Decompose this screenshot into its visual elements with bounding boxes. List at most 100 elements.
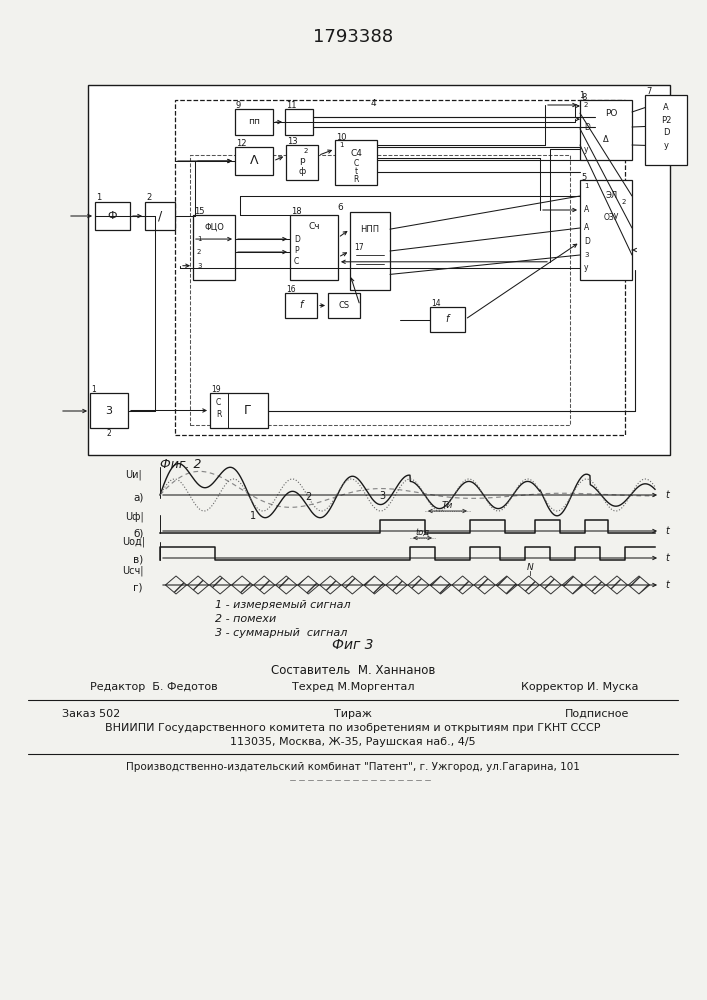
Text: 9: 9 xyxy=(236,102,241,110)
Bar xyxy=(95,202,130,230)
Bar xyxy=(210,393,268,428)
Text: t: t xyxy=(665,580,669,590)
Text: 5: 5 xyxy=(581,172,586,182)
Bar xyxy=(580,180,632,280)
Text: РО: РО xyxy=(605,109,617,118)
Text: t: t xyxy=(665,553,669,563)
Text: 1: 1 xyxy=(250,511,256,521)
Text: R: R xyxy=(216,410,221,419)
Text: P: P xyxy=(294,246,298,255)
Text: t: t xyxy=(665,526,669,536)
Text: в): в) xyxy=(133,555,144,565)
Text: 11: 11 xyxy=(286,102,296,110)
Text: 1: 1 xyxy=(96,194,101,202)
Text: ВНИИПИ Государственного комитета по изобретениям и открытиям при ГКНТ СССР: ВНИИПИ Государственного комитета по изоб… xyxy=(105,723,601,733)
Text: НПП: НПП xyxy=(361,225,380,234)
Text: 7: 7 xyxy=(646,88,651,97)
Text: 3: 3 xyxy=(380,491,386,501)
Text: 2: 2 xyxy=(107,428,112,438)
Bar xyxy=(88,85,670,455)
Text: A: A xyxy=(584,224,589,232)
Text: 2: 2 xyxy=(146,194,151,202)
Bar xyxy=(175,100,625,435)
Text: Сч: Сч xyxy=(308,222,320,231)
Text: P2: P2 xyxy=(661,116,671,125)
Text: N: N xyxy=(527,562,533,572)
Text: 17: 17 xyxy=(354,243,363,252)
Text: 13: 13 xyxy=(287,137,298,146)
Text: 113035, Москва, Ж-35, Раушская наб., 4/5: 113035, Москва, Ж-35, Раушская наб., 4/5 xyxy=(230,737,476,747)
Text: C: C xyxy=(294,257,299,266)
Text: 16: 16 xyxy=(286,286,296,294)
Text: 1: 1 xyxy=(91,385,95,394)
Text: D: D xyxy=(662,128,670,137)
Text: г): г) xyxy=(133,582,143,592)
Text: A: A xyxy=(584,206,589,215)
Text: Подписное: Подписное xyxy=(565,709,629,719)
Text: Тираж: Тираж xyxy=(334,709,372,719)
Text: ОЗУ: ОЗУ xyxy=(604,214,619,223)
Text: а): а) xyxy=(133,492,144,502)
Bar xyxy=(350,212,390,290)
Text: 2 - помехи: 2 - помехи xyxy=(215,614,276,624)
Text: 15: 15 xyxy=(194,208,204,217)
Text: C4: C4 xyxy=(350,149,362,158)
Text: C: C xyxy=(354,159,358,168)
Text: /: / xyxy=(158,210,162,223)
Bar xyxy=(290,215,338,280)
Text: 2: 2 xyxy=(197,249,201,255)
Text: Фиг 3: Фиг 3 xyxy=(332,638,374,652)
Bar xyxy=(90,393,128,428)
Text: ф: ф xyxy=(298,167,305,176)
Text: Г: Г xyxy=(244,404,252,417)
Text: 1: 1 xyxy=(339,142,344,148)
Text: 3: 3 xyxy=(105,406,112,416)
Text: D: D xyxy=(584,122,590,131)
Text: 3: 3 xyxy=(197,263,201,269)
Text: Λ: Λ xyxy=(250,154,258,167)
Text: 2: 2 xyxy=(304,148,308,154)
Text: Техред М.Моргентал: Техред М.Моргентал xyxy=(292,682,414,692)
Text: б): б) xyxy=(133,528,144,538)
Text: y: y xyxy=(584,263,588,272)
Bar xyxy=(190,155,570,425)
Text: 10: 10 xyxy=(336,132,346,141)
Text: 1: 1 xyxy=(197,236,201,242)
Text: Составитель  М. Ханнанов: Составитель М. Ханнанов xyxy=(271,664,436,676)
Text: 2: 2 xyxy=(584,102,588,108)
Text: CS: CS xyxy=(339,301,349,310)
Text: C: C xyxy=(216,398,221,407)
Text: 12: 12 xyxy=(236,139,247,148)
Text: 4: 4 xyxy=(370,99,376,107)
Bar xyxy=(286,145,318,180)
Text: D: D xyxy=(584,237,590,246)
Text: 1793388: 1793388 xyxy=(313,28,393,46)
Bar xyxy=(285,293,317,318)
Text: 1: 1 xyxy=(579,91,585,100)
Bar xyxy=(335,140,377,185)
Bar xyxy=(235,147,273,175)
Bar xyxy=(145,202,175,230)
Text: 2: 2 xyxy=(621,199,626,205)
Bar xyxy=(193,215,235,280)
Bar xyxy=(430,307,465,332)
Bar xyxy=(285,109,313,135)
Text: 19: 19 xyxy=(211,385,221,394)
Text: 14: 14 xyxy=(431,300,440,308)
Text: Uф|: Uф| xyxy=(125,512,144,522)
Text: Δ: Δ xyxy=(603,134,609,143)
Text: 1 - измеряемый сигнал: 1 - измеряемый сигнал xyxy=(215,600,351,610)
Text: Производственно-издательский комбинат "Патент", г. Ужгород, ул.Гагарина, 101: Производственно-издательский комбинат "П… xyxy=(126,762,580,772)
Text: 1: 1 xyxy=(584,183,588,189)
Text: 3 - суммарный  сигнал: 3 - суммарный сигнал xyxy=(215,628,347,638)
Text: y: y xyxy=(663,141,669,150)
Text: Uи|: Uи| xyxy=(125,470,141,480)
Text: Tи: Tи xyxy=(442,502,453,510)
Text: 2: 2 xyxy=(305,492,312,502)
Text: Фиг. 2: Фиг. 2 xyxy=(160,458,201,472)
Text: f: f xyxy=(299,300,303,310)
Text: Uод|: Uод| xyxy=(122,537,145,547)
Text: ЭЛ: ЭЛ xyxy=(605,192,617,200)
Text: Заказ 502: Заказ 502 xyxy=(62,709,120,719)
Text: Ф: Ф xyxy=(107,211,117,221)
